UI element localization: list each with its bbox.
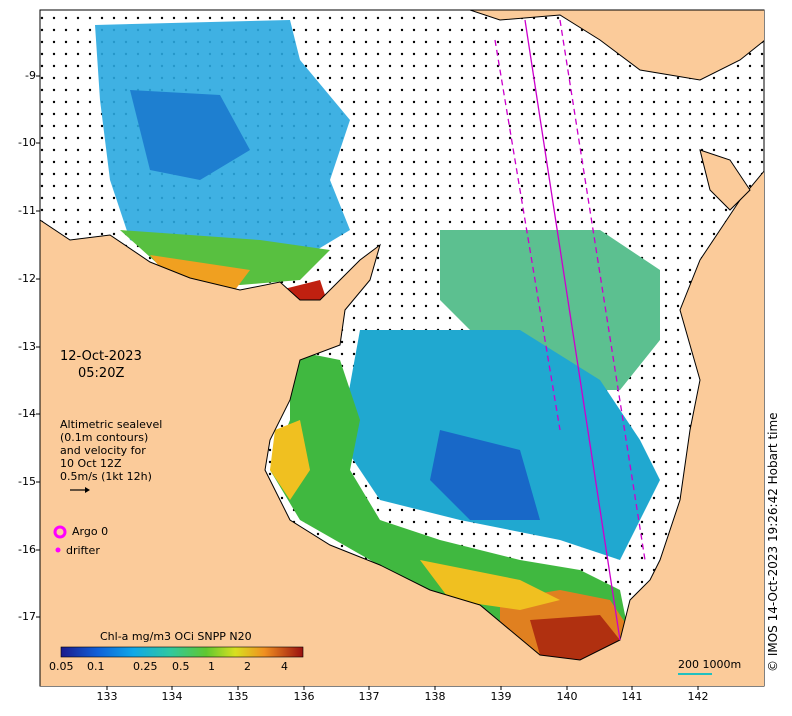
y-tick: -11: [18, 204, 36, 217]
y-tick: -16: [18, 543, 36, 556]
colorbar-tick: 4: [281, 660, 288, 673]
legend-drifter: drifter: [66, 544, 100, 557]
y-tick: -15: [18, 475, 36, 488]
scale-label: 200 1000m: [678, 658, 742, 671]
x-tick: 139: [490, 690, 512, 703]
colorbar: [60, 646, 304, 658]
x-tick: 135: [227, 690, 249, 703]
sealevel-note-4: 10 Oct 12Z: [60, 457, 122, 470]
drifter-marker: [55, 547, 61, 553]
colorbar-tick: 0.1: [87, 660, 105, 673]
y-tick: -10: [18, 136, 36, 149]
x-tick: 141: [621, 690, 643, 703]
y-tick: -13: [18, 340, 36, 353]
y-tick: -14: [18, 407, 36, 420]
satellite-tracks: [494, 19, 646, 641]
x-tick: 133: [96, 690, 118, 703]
sealevel-note-3: and velocity for: [60, 444, 146, 457]
x-tick: 138: [424, 690, 446, 703]
chlorophyll-layer: [95, 20, 660, 660]
sealevel-note-2: (0.1m contours): [60, 431, 149, 444]
map-time: 05:20Z: [78, 366, 125, 381]
map-date: 12-Oct-2023: [60, 349, 142, 364]
x-tick: 136: [293, 690, 315, 703]
credit-text: © IMOS 14-Oct-2023 19:26:42 Hobart time: [766, 412, 780, 672]
argo-marker: [53, 525, 67, 539]
sealevel-note-5: 0.5m/s (1kt 12h): [60, 470, 152, 483]
y-tick: -9: [25, 69, 36, 82]
y-tick: -12: [18, 272, 36, 285]
x-tick: 134: [161, 690, 183, 703]
colorbar-tick: 2: [244, 660, 251, 673]
x-tick: 140: [556, 690, 578, 703]
x-tick: 137: [358, 690, 380, 703]
colorbar-title: Chl-a mg/m3 OCi SNPP N20: [100, 630, 252, 643]
sealevel-note-1: Altimetric sealevel: [60, 418, 163, 431]
colorbar-tick: 0.25: [133, 660, 158, 673]
x-tick: 142: [687, 690, 709, 703]
colorbar-tick: 0.05: [49, 660, 74, 673]
colorbar-tick: 1: [208, 660, 215, 673]
colorbar-tick: 0.5: [172, 660, 190, 673]
legend-argo: Argo 0: [72, 525, 109, 538]
land-mass: [40, 10, 764, 686]
y-tick: -17: [18, 610, 36, 623]
